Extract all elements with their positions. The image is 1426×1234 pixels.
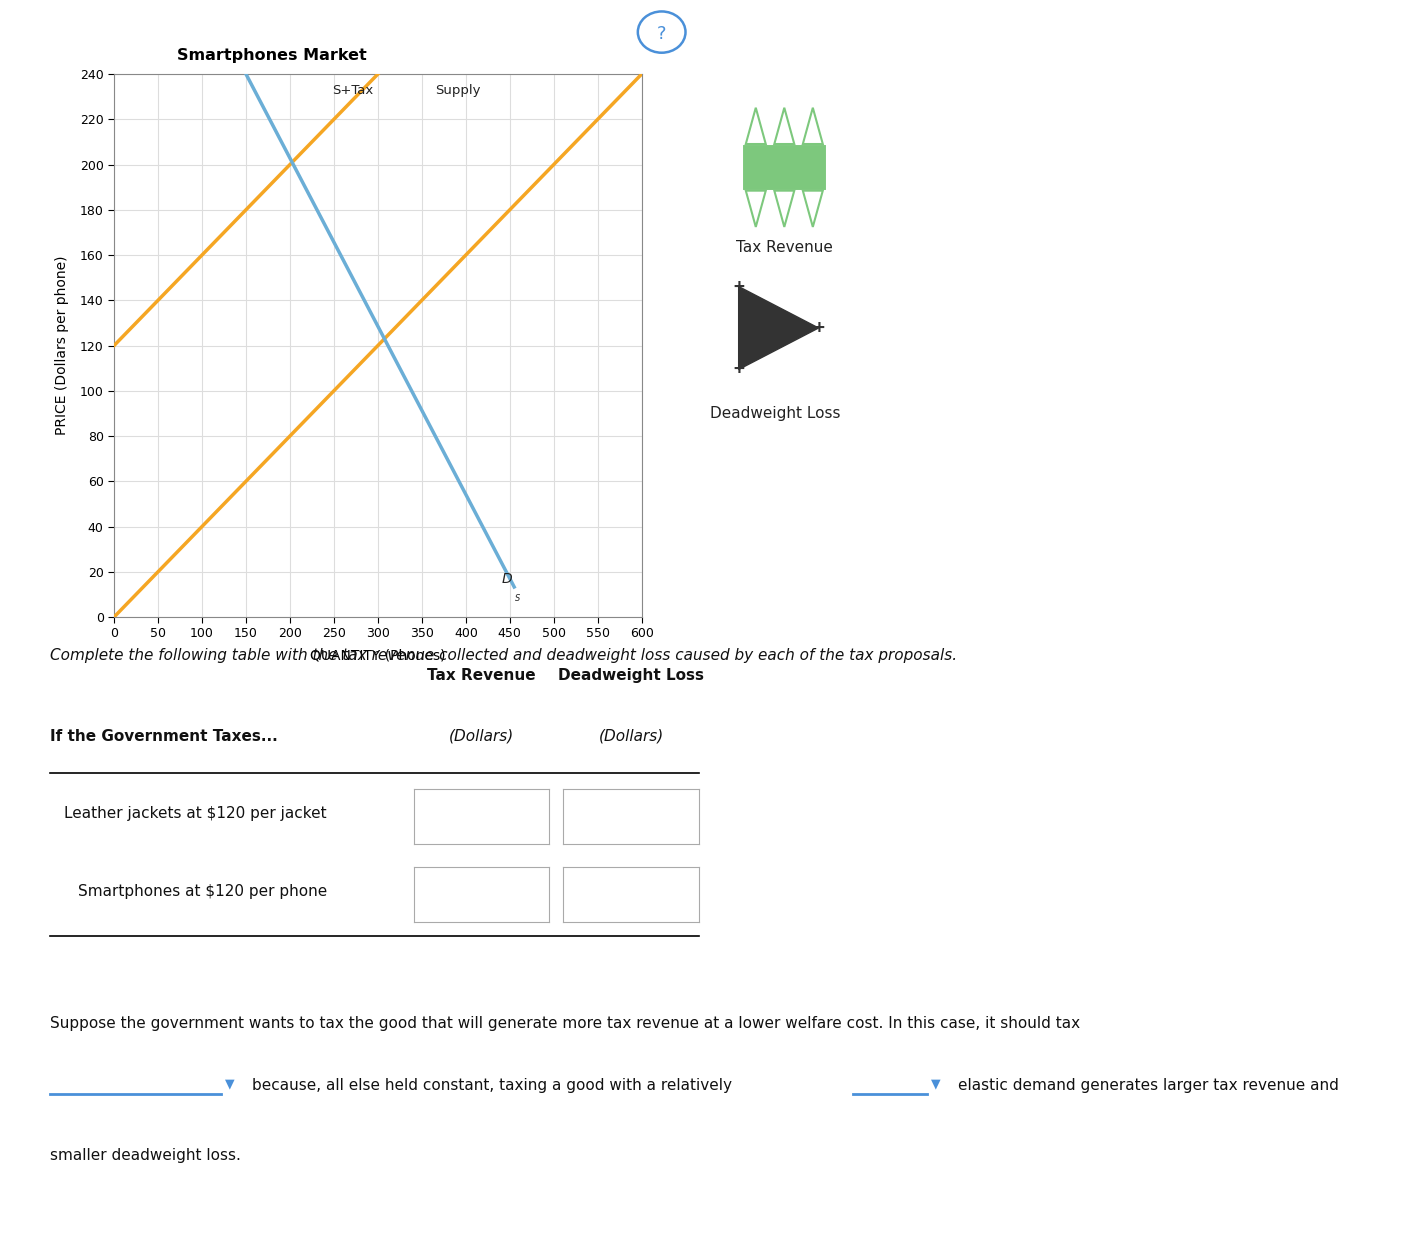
Text: If the Government Taxes...: If the Government Taxes...	[50, 728, 278, 744]
Text: +: +	[733, 360, 744, 379]
Polygon shape	[803, 107, 823, 144]
Text: Deadweight Loss: Deadweight Loss	[710, 406, 841, 421]
Text: Leather jackets at $120 per jacket: Leather jackets at $120 per jacket	[64, 806, 327, 821]
Text: $D$: $D$	[501, 573, 513, 586]
Text: Deadweight Loss: Deadweight Loss	[558, 668, 704, 684]
Polygon shape	[746, 191, 766, 227]
Bar	[742, 144, 827, 191]
Polygon shape	[746, 107, 766, 144]
Text: ▼: ▼	[931, 1077, 941, 1091]
Text: S+Tax: S+Tax	[332, 84, 374, 97]
Text: elastic demand generates larger tax revenue and: elastic demand generates larger tax reve…	[958, 1077, 1339, 1092]
Text: Tax Revenue: Tax Revenue	[736, 239, 833, 255]
X-axis label: QUANTITY (Phones): QUANTITY (Phones)	[309, 649, 446, 663]
Text: Tax Revenue: Tax Revenue	[426, 668, 536, 684]
Text: because, all else held constant, taxing a good with a relatively: because, all else held constant, taxing …	[252, 1077, 733, 1092]
Text: $_S$: $_S$	[515, 591, 522, 603]
Text: Complete the following table with the tax revenue collected and deadweight loss : Complete the following table with the ta…	[50, 648, 957, 663]
Text: smaller deadweight loss.: smaller deadweight loss.	[50, 1148, 241, 1162]
Text: +: +	[733, 278, 744, 295]
Text: Smartphones at $120 per phone: Smartphones at $120 per phone	[78, 884, 328, 900]
Text: +: +	[813, 320, 824, 337]
Polygon shape	[739, 286, 819, 369]
Polygon shape	[774, 107, 794, 144]
Text: ▼: ▼	[225, 1077, 235, 1091]
Text: Supply: Supply	[435, 84, 481, 97]
Text: (Dollars): (Dollars)	[449, 728, 513, 744]
Text: (Dollars): (Dollars)	[599, 728, 663, 744]
Polygon shape	[803, 191, 823, 227]
Text: Smartphones Market: Smartphones Market	[177, 48, 366, 63]
Y-axis label: PRICE (Dollars per phone): PRICE (Dollars per phone)	[54, 255, 68, 436]
Text: Suppose the government wants to tax the good that will generate more tax revenue: Suppose the government wants to tax the …	[50, 1016, 1079, 1030]
Polygon shape	[774, 191, 794, 227]
Text: ?: ?	[657, 25, 666, 43]
